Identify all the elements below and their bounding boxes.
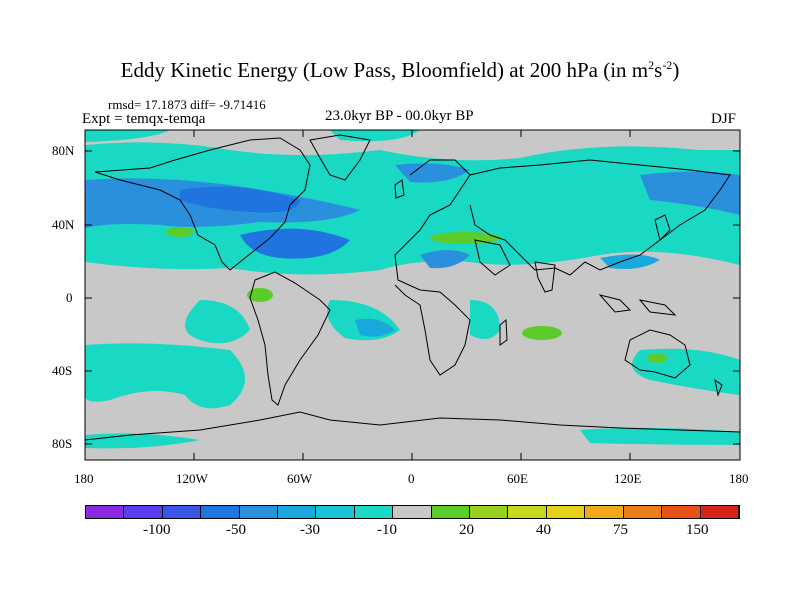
coastlines xyxy=(85,134,740,441)
colorbar-swatch xyxy=(546,506,586,518)
lon-label-180w: 180 xyxy=(74,471,94,486)
lat-label-80s: 80S xyxy=(52,436,73,451)
colorbar-label: -100 xyxy=(143,522,171,538)
colorbar xyxy=(85,505,740,519)
colorbar-swatch xyxy=(278,506,317,518)
field-shading xyxy=(85,130,740,449)
lon-label-120e: 120E xyxy=(614,471,642,486)
lat-label-40s: 40S xyxy=(52,363,73,378)
colorbar-swatch xyxy=(431,506,471,518)
lon-label-120w: 120W xyxy=(176,471,208,486)
colorbar-swatch xyxy=(239,506,279,518)
colorbar-swatch xyxy=(585,506,624,518)
colorbar-label: 20 xyxy=(459,522,474,538)
lat-label-80n: 80N xyxy=(52,143,75,158)
season-label: DJF xyxy=(711,111,737,127)
experiment-label: Expt = temqx-temqa xyxy=(82,111,206,127)
map-title: Eddy Kinetic Energy (Low Pass, Bloomfiel… xyxy=(120,58,680,82)
colorbar-swatch xyxy=(316,506,355,518)
colorbar-swatch xyxy=(662,506,701,518)
colorbar-swatch xyxy=(393,506,432,518)
lon-label-0: 0 xyxy=(408,471,415,486)
lon-label-180e: 180 xyxy=(729,471,749,486)
colorbar-swatch xyxy=(508,506,547,518)
colorbar-label: -30 xyxy=(300,522,320,538)
colorbar-swatch xyxy=(201,506,240,518)
colorbar-label: -10 xyxy=(377,522,397,538)
colorbar-swatch xyxy=(700,506,739,518)
colorbar-swatch xyxy=(623,506,663,518)
stats-label: rmsd= 17.1873 diff= -9.71416 xyxy=(108,97,266,112)
lon-label-60w: 60W xyxy=(287,471,313,486)
lat-label-40n: 40N xyxy=(52,217,75,232)
colorbar-label: -50 xyxy=(226,522,246,538)
lat-label-0: 0 xyxy=(66,290,73,305)
period-label: 23.0kyr BP - 00.0kyr BP xyxy=(325,108,474,124)
colorbar-swatch xyxy=(354,506,394,518)
colorbar-label: 150 xyxy=(686,522,709,538)
colorbar-swatch xyxy=(162,506,202,518)
colorbar-label: 40 xyxy=(536,522,551,538)
colorbar-swatch xyxy=(124,506,163,518)
colorbar-swatch xyxy=(470,506,509,518)
axis-ticks xyxy=(85,130,740,460)
colorbar-swatch xyxy=(86,506,125,518)
lon-label-60e: 60E xyxy=(507,471,528,486)
colorbar-label: 75 xyxy=(613,522,628,538)
